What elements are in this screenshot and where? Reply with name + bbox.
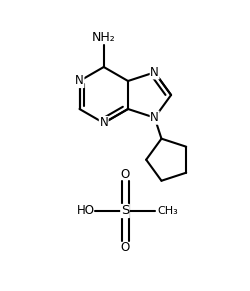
Text: N: N (150, 66, 159, 79)
Text: NH₂: NH₂ (92, 31, 116, 44)
Text: HO: HO (77, 205, 95, 217)
Text: O: O (120, 168, 130, 181)
Text: O: O (120, 241, 130, 254)
Text: CH₃: CH₃ (157, 206, 178, 216)
Text: N: N (150, 111, 159, 124)
Text: S: S (121, 205, 129, 217)
Text: N: N (100, 116, 108, 129)
Text: N: N (75, 74, 84, 88)
